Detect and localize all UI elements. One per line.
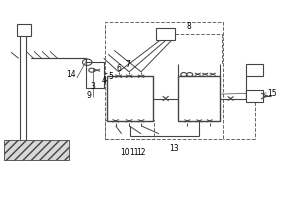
- Text: 11: 11: [129, 148, 138, 157]
- Text: 8: 8: [186, 22, 191, 31]
- Text: 14: 14: [66, 70, 76, 79]
- Bar: [246, 90, 263, 102]
- Bar: [4, 140, 69, 160]
- Text: 10: 10: [120, 148, 129, 157]
- Bar: [17, 24, 31, 36]
- Bar: [156, 28, 176, 40]
- Bar: [105, 22, 223, 139]
- Bar: [107, 76, 153, 121]
- Text: 6: 6: [116, 64, 121, 73]
- Text: 4: 4: [101, 76, 106, 85]
- Text: 9: 9: [86, 91, 91, 100]
- Text: 3: 3: [91, 82, 96, 91]
- Text: 12: 12: [136, 148, 146, 157]
- Bar: [86, 62, 104, 88]
- Text: 7: 7: [125, 60, 130, 69]
- Text: 13: 13: [169, 144, 179, 153]
- Text: 15: 15: [268, 89, 277, 98]
- Bar: [178, 76, 220, 121]
- Text: 5: 5: [109, 72, 114, 81]
- Bar: [105, 120, 154, 139]
- Bar: [246, 64, 263, 76]
